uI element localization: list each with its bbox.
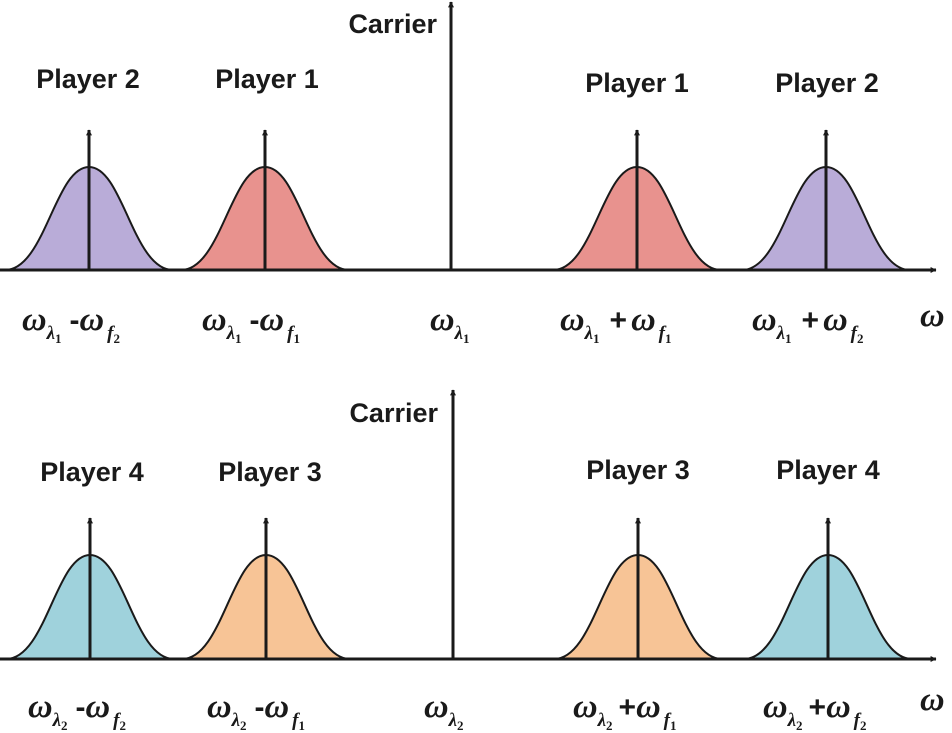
- player-label: Player 3: [586, 455, 690, 485]
- player-label: Player 1: [215, 64, 319, 94]
- player-label: Player 4: [776, 455, 880, 485]
- freq-label-player-3-right: ωλ2+ω f1: [573, 688, 676, 733]
- player-label: Player 2: [36, 64, 140, 94]
- freq-label-carrier: ωλ1: [430, 301, 470, 346]
- freq-label-player-3-left: ωλ2-ω f1: [207, 688, 305, 733]
- carrier-label: Carrier: [348, 9, 437, 39]
- player-label: Player 3: [218, 457, 322, 487]
- player-label: Player 2: [775, 68, 879, 98]
- player-label: Player 4: [40, 457, 144, 487]
- freq-label-player-4-left: ωλ2-ω f2: [28, 688, 126, 733]
- player-label: Player 1: [585, 68, 689, 98]
- carrier-label: Carrier: [349, 398, 438, 428]
- freq-label-player-1-right: ωλ1+ ω f1: [560, 301, 671, 346]
- freq-label-player-2-left: ωλ1-ω f2: [22, 301, 120, 346]
- freq-label-player-2-right: ωλ1+ ω f2: [752, 301, 863, 346]
- panel-2: Carrier Player 4 Player 3 Player 3 Playe…: [0, 389, 945, 733]
- freq-label-player-4-right: ωλ2+ω f2: [763, 688, 866, 733]
- axis-omega-label: ω: [920, 297, 945, 334]
- freq-label-player-1-left: ωλ1-ω f1: [202, 301, 300, 346]
- freq-label-carrier: ωλ2: [424, 688, 464, 733]
- axis-omega-label: ω: [920, 681, 945, 718]
- panel-1: Carrier Player 2 Player 1 Player 1 Playe…: [0, 1, 945, 346]
